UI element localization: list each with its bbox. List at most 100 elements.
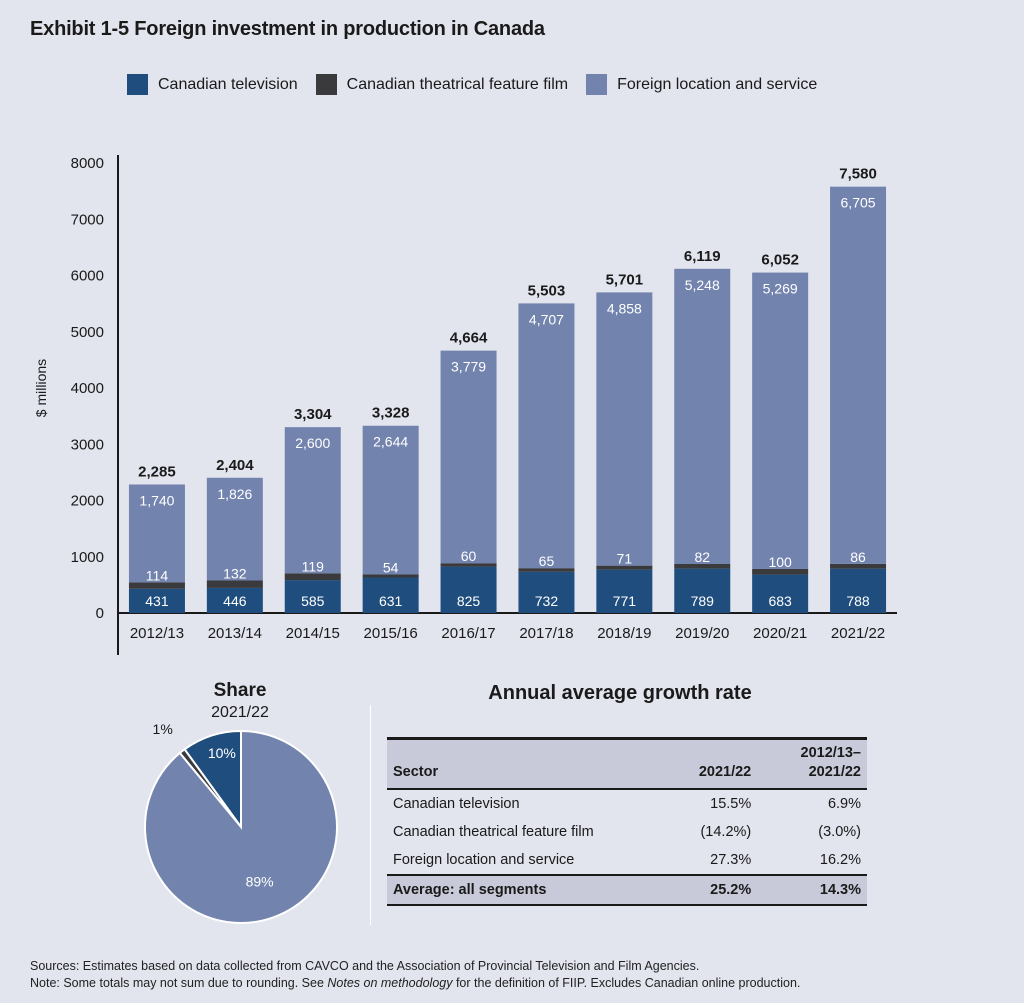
table-row: Canadian television 15.5% 6.9% [387, 789, 867, 818]
pie-subtitle: 2021/22 [211, 704, 269, 721]
data-label-film: 132 [223, 565, 247, 581]
legend-label-tv: Canadian television [158, 75, 298, 93]
row-col2: 6.9% [827, 796, 861, 812]
pie-chart: 10% 1% 89% [144, 721, 338, 924]
bar-total-label: 3,328 [372, 405, 410, 422]
data-label-film: 54 [383, 559, 399, 575]
x-tick-label: 2018/19 [597, 625, 651, 642]
legend-swatch-tv [127, 74, 148, 95]
data-label-foreign: 1,826 [217, 486, 252, 502]
bar-segment-tv [596, 569, 653, 613]
legend-item-film: Canadian theatrical feature film [315, 74, 569, 95]
bar-segment-film [518, 568, 575, 572]
legend-item-foreign: Foreign location and service [586, 74, 817, 95]
data-label-tv: 771 [613, 593, 637, 609]
note-pre: Note: Some totals may not sum due to rou… [30, 976, 328, 990]
data-label-foreign: 1,740 [139, 492, 174, 508]
y-tick-label: 7000 [71, 211, 104, 228]
y-tick-label: 0 [96, 605, 104, 622]
bar-total-label: 3,304 [294, 406, 332, 423]
bar-segment-film [674, 564, 731, 569]
y-tick-label: 3000 [71, 436, 104, 453]
bar-total-label: 6,119 [684, 248, 721, 265]
row-sector: Canadian theatrical feature film [393, 824, 594, 840]
pie-title: Share [213, 680, 267, 701]
data-label-tv: 789 [691, 593, 715, 609]
table-row: Foreign location and service 27.3% 16.2% [387, 846, 867, 875]
bar-segment-foreign [518, 303, 575, 569]
bar-segment-foreign [284, 427, 341, 574]
bar-segment-tv [440, 566, 497, 613]
bar-segment-foreign [206, 477, 263, 581]
y-tick-label: 5000 [71, 324, 104, 341]
footnotes: Sources: Estimates based on data collect… [30, 958, 800, 992]
legend-swatch-foreign [586, 74, 608, 95]
bar-segment-film [440, 563, 497, 567]
header-col2-line1: 2012/13– [800, 745, 861, 761]
data-label-film: 119 [302, 558, 325, 574]
bar-total-label: 4,664 [450, 330, 488, 347]
growth-table: Sector 2021/22 2012/13– 2021/22 Canadian… [387, 737, 867, 906]
data-label-foreign: 4,858 [607, 300, 642, 316]
bar-segment-foreign [830, 186, 887, 564]
legend-label-foreign: Foreign location and service [617, 75, 818, 93]
bar-total-label: 7,580 [839, 166, 877, 183]
bar-segment-tv [128, 588, 185, 613]
row-sector: Canadian television [393, 796, 520, 812]
table-row: Canadian theatrical feature film (14.2%)… [387, 818, 867, 846]
stacked-bar-chart: $ millions 0 1000 2000 3000 4000 5000 6000 7000 8… [33, 155, 897, 655]
panel-divider [370, 705, 371, 925]
header-col2-line2: 2021/22 [808, 764, 861, 780]
row-col2: 16.2% [819, 852, 861, 868]
header-col1: 2021/22 [643, 737, 758, 790]
y-tick-label: 1000 [71, 549, 104, 566]
bar-segment-foreign [362, 425, 419, 575]
x-tick-label: 2014/15 [286, 625, 340, 642]
data-label-foreign: 6,705 [841, 195, 876, 211]
bar-segment-foreign [128, 484, 185, 583]
pie-label-foreign: 89% [246, 874, 274, 890]
legend-label-film: Canadian theatrical feature film [346, 75, 569, 93]
bar-segment-tv [284, 580, 341, 613]
table-row-average: Average: all segments 25.2% 14.3% [387, 874, 867, 906]
data-label-foreign: 5,269 [763, 281, 798, 297]
data-label-tv: 825 [457, 593, 481, 609]
avg-sector: Average: all segments [387, 874, 644, 906]
y-tick-label: 6000 [71, 268, 104, 285]
legend-swatch-film [315, 74, 337, 95]
bar-segment-film [830, 563, 887, 569]
growth-table-title: Annual average growth rate [488, 682, 752, 704]
data-label-film: 100 [768, 554, 792, 570]
data-label-foreign: 5,248 [685, 277, 720, 293]
bar-segment-film [752, 568, 809, 575]
bar-segment-film [596, 565, 653, 570]
pie-slice-foreign [144, 729, 338, 924]
bar-segment-tv [518, 571, 575, 613]
data-label-foreign: 3,779 [451, 359, 486, 375]
bar-total-label: 2,285 [138, 463, 176, 480]
row-col1: 15.5% [710, 796, 752, 812]
chart-legend: Canadian television Canadian theatrical … [127, 74, 817, 95]
methodology-link-text: Notes on methodology [327, 976, 453, 990]
row-sector: Foreign location and service [393, 852, 575, 868]
bar-total-label: 2,404 [216, 457, 254, 474]
row-col2: (3.0%) [818, 824, 861, 840]
x-tick-label: 2012/13 [130, 625, 184, 642]
methodology-note: Note: Some totals may not sum due to rou… [30, 975, 800, 992]
page-title: Exhibit 1-5 Foreign investment in produc… [30, 18, 545, 40]
bar-segment-tv [674, 568, 731, 613]
data-label-film: 82 [694, 549, 710, 565]
data-label-tv: 683 [768, 593, 792, 609]
sources-note: Sources: Estimates based on data collect… [30, 959, 700, 973]
pie-label-film: 1% [153, 721, 173, 737]
avg-col1: 25.2% [643, 874, 758, 906]
x-tick-label: 2017/18 [519, 625, 573, 642]
growth-table-header-row: Sector 2021/22 2012/13– 2021/22 [387, 737, 867, 790]
bar-segment-foreign [440, 350, 497, 564]
bar-segment-film [284, 573, 341, 581]
y-tick-label: 2000 [71, 493, 104, 510]
data-label-foreign: 2,600 [295, 435, 330, 451]
row-col1: 27.3% [710, 852, 752, 868]
pie-label-tv: 10% [208, 745, 236, 761]
data-label-foreign: 2,644 [373, 434, 408, 450]
